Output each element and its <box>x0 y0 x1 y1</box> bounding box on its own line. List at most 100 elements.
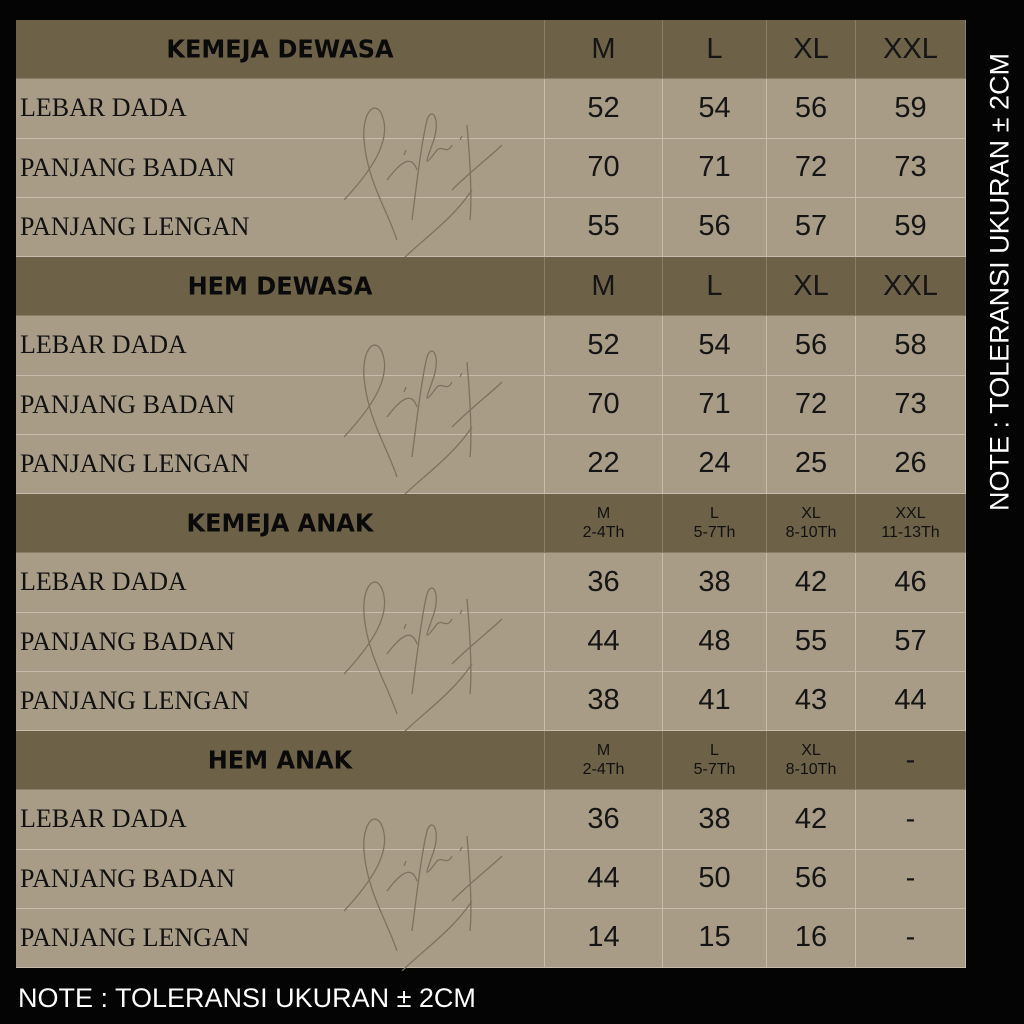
size-header: XXL <box>856 257 966 317</box>
size-label: XXL <box>883 32 938 65</box>
measurement-value: 55 <box>767 612 856 672</box>
size-label: L <box>706 32 723 65</box>
size-header: XL 8-10Th <box>767 731 856 791</box>
measurement-value: 55 <box>545 197 663 257</box>
measurement-value: 22 <box>545 434 663 494</box>
size-header: M 2-4Th <box>545 731 663 791</box>
section-title: KEMEJA DEWASA <box>166 34 394 64</box>
measurement-value: 52 <box>545 316 663 376</box>
measurement-value: 70 <box>545 375 663 435</box>
measurement-value: 44 <box>545 849 663 909</box>
measurement-value: 48 <box>663 612 767 672</box>
measurement-label: PANJANG BADAN <box>16 375 545 435</box>
section-header: HEM ANAK <box>16 731 545 791</box>
measurement-value: 56 <box>767 79 856 139</box>
measurement-label: PANJANG BADAN <box>16 138 545 198</box>
tolerance-note-vertical: NOTE : TOLERANSI UKURAN ± 2CM <box>984 53 1015 511</box>
measurement-value: 58 <box>856 316 966 376</box>
measurement-value: 56 <box>663 197 767 257</box>
age-range: 11-13Th <box>881 524 940 542</box>
size-label: M <box>591 269 616 302</box>
size-header: XXL 11-13Th <box>856 494 966 554</box>
measurement-value: 72 <box>767 138 856 198</box>
size-label: - <box>905 743 916 776</box>
size-header: L <box>663 257 767 317</box>
measurement-value: 73 <box>856 375 966 435</box>
size-label: XL <box>793 269 829 302</box>
size-label: M <box>596 742 611 760</box>
measurement-value: 46 <box>856 553 966 613</box>
age-range: 2-4Th <box>582 761 625 779</box>
measurement-value: 16 <box>767 908 856 968</box>
measurement-value: 50 <box>663 849 767 909</box>
size-label: XL <box>801 505 821 523</box>
measurement-value: 38 <box>663 790 767 850</box>
measurement-label: LEBAR DADA <box>16 79 545 139</box>
measurement-value: 59 <box>856 79 966 139</box>
measurement-value: 59 <box>856 197 966 257</box>
size-label: XXL <box>883 269 938 302</box>
section-title: KEMEJA ANAK <box>186 508 374 538</box>
measurement-value: 41 <box>663 671 767 731</box>
size-label: L <box>710 505 719 523</box>
size-label: L <box>710 742 719 760</box>
age-range: 5-7Th <box>693 761 736 779</box>
size-header: M <box>545 257 663 317</box>
age-range: 8-10Th <box>785 524 837 542</box>
measurement-value: 44 <box>545 612 663 672</box>
measurement-label: LEBAR DADA <box>16 316 545 376</box>
size-header: - <box>856 731 966 791</box>
size-header: XL <box>767 20 856 80</box>
measurement-value: - <box>856 790 966 850</box>
size-header: M 2-4Th <box>545 494 663 554</box>
measurement-value: 38 <box>545 671 663 731</box>
age-range: 5-7Th <box>693 524 736 542</box>
size-label: XL <box>793 32 829 65</box>
size-label: M <box>591 32 616 65</box>
section-header: HEM DEWASA <box>16 257 545 317</box>
measurement-label: PANJANG LENGAN <box>16 671 545 731</box>
measurement-value: - <box>856 849 966 909</box>
measurement-value: 56 <box>767 849 856 909</box>
size-header: L 5-7Th <box>663 494 767 554</box>
measurement-value: 14 <box>545 908 663 968</box>
measurement-value: 42 <box>767 790 856 850</box>
measurement-value: 36 <box>545 553 663 613</box>
section-title: HEM ANAK <box>207 745 353 775</box>
measurement-value: 42 <box>767 553 856 613</box>
measurement-value: 24 <box>663 434 767 494</box>
measurement-value: - <box>856 908 966 968</box>
section-header: KEMEJA DEWASA <box>16 20 545 80</box>
measurement-label: LEBAR DADA <box>16 790 545 850</box>
measurement-value: 71 <box>663 375 767 435</box>
measurement-value: 71 <box>663 138 767 198</box>
measurement-value: 36 <box>545 790 663 850</box>
measurement-value: 52 <box>545 79 663 139</box>
measurement-value: 57 <box>856 612 966 672</box>
measurement-value: 38 <box>663 553 767 613</box>
measurement-value: 72 <box>767 375 856 435</box>
size-header: L <box>663 20 767 80</box>
measurement-label: PANJANG BADAN <box>16 849 545 909</box>
tolerance-note: NOTE : TOLERANSI UKURAN ± 2CM <box>18 983 476 1013</box>
measurement-value: 57 <box>767 197 856 257</box>
age-range: 2-4Th <box>582 524 625 542</box>
measurement-value: 56 <box>767 316 856 376</box>
size-label: M <box>596 505 611 523</box>
measurement-value: 26 <box>856 434 966 494</box>
size-header: M <box>545 20 663 80</box>
section-title: HEM DEWASA <box>187 271 373 301</box>
measurement-value: 73 <box>856 138 966 198</box>
size-chart-table: KEMEJA DEWASA M L XL XXL LEBAR DADA 52 54 56 59 PA… <box>16 20 966 971</box>
measurement-value: 54 <box>663 316 767 376</box>
size-header: XXL <box>856 20 966 80</box>
size-label: L <box>706 269 723 302</box>
size-header: L 5-7Th <box>663 731 767 791</box>
size-label: XXL <box>895 505 926 523</box>
measurement-label: PANJANG LENGAN <box>16 908 545 968</box>
size-header: XL 8-10Th <box>767 494 856 554</box>
section-header: KEMEJA ANAK <box>16 494 545 554</box>
size-header: XL <box>767 257 856 317</box>
measurement-label: PANJANG LENGAN <box>16 434 545 494</box>
measurement-label: PANJANG LENGAN <box>16 197 545 257</box>
